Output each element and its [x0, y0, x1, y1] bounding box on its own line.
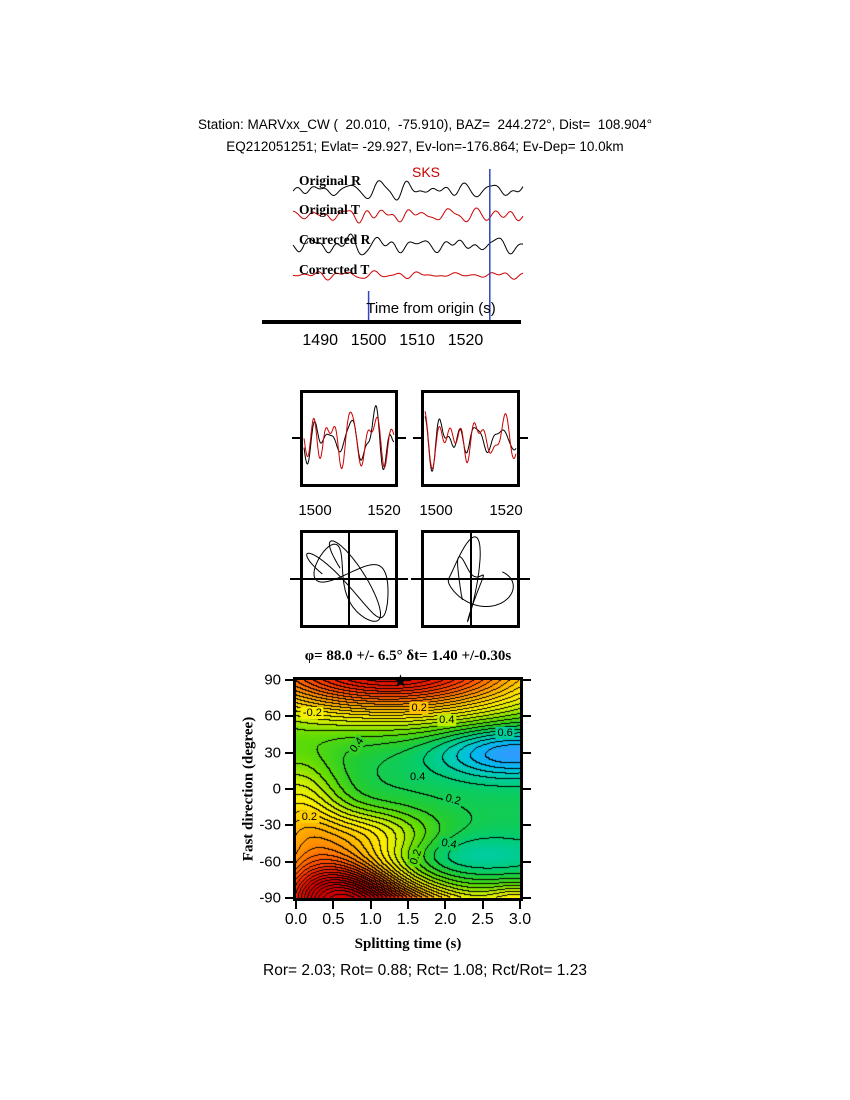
- zoom-tick-label: 1520: [489, 502, 523, 519]
- particle1-crosshair-v: [348, 533, 350, 625]
- event-header-line: EQ212051251; Evlat= -29.927, Ev-lon=-176…: [226, 139, 624, 154]
- trace-path: [424, 416, 517, 472]
- contour-ytick-left: [285, 860, 293, 863]
- contour-xtick: [481, 901, 484, 909]
- contour-ytick-right: [523, 897, 531, 899]
- contour-ytick-right: [523, 679, 531, 681]
- zoom2-left-tick: [413, 437, 421, 439]
- trace-path: [303, 405, 395, 471]
- contour-ytick-right: [523, 751, 531, 754]
- trace-label-corrected-t: Corrected T: [299, 262, 370, 277]
- trace-path: [292, 233, 524, 256]
- trace-label-corrected-r: Corrected R: [299, 232, 371, 247]
- contour-title: φ= 88.0 +/- 6.5° δt= 1.40 +/-0.30s: [304, 648, 512, 664]
- contour-ytick-label: -60: [259, 853, 281, 871]
- contour-ytick-label: -90: [259, 889, 281, 907]
- time-tick-label: 1500: [350, 332, 387, 349]
- zoom-plot-1: [303, 405, 395, 471]
- contour-level-label: 0.2: [409, 701, 429, 714]
- contour-ytick-right: [523, 715, 531, 718]
- contour-xtick-label: 1.0: [359, 911, 382, 928]
- zoom2-right-tick: [520, 437, 528, 439]
- contour-xtick: [444, 901, 447, 909]
- contour-ytick-right: [523, 860, 531, 863]
- contour-ytick-right: [523, 824, 531, 827]
- contour-ytick-left: [285, 824, 293, 827]
- trace-path: [306, 540, 389, 622]
- contour-xlabel: Splitting time (s): [354, 936, 462, 952]
- time-axis-title: Time from origin (s): [366, 300, 496, 317]
- contour-ytick-label: 60: [264, 707, 281, 725]
- contour-level-label: 0.4: [437, 714, 457, 726]
- contour-xtick-label: 0.5: [322, 911, 345, 928]
- contour-canvas: [296, 680, 520, 898]
- contour-ytick-left: [285, 751, 293, 754]
- time-tick-label: 1520: [447, 332, 484, 349]
- phase-label: SKS: [412, 164, 441, 180]
- contour-ytick-left: [285, 897, 293, 899]
- contour-ytick-left: [285, 715, 293, 718]
- contour-level-label: 0.6: [495, 727, 515, 740]
- trace-path: [292, 270, 524, 281]
- trace-path: [292, 180, 524, 201]
- trace-label-original-r: Original R: [299, 173, 361, 188]
- seismogram-plot: [292, 169, 524, 323]
- zoom1-right-tick: [398, 437, 406, 439]
- best-fit-star-icon: ★: [392, 672, 409, 692]
- trace-path: [303, 411, 395, 470]
- contour-xtick-label: 0.0: [284, 911, 308, 928]
- particle-plot-1: [306, 540, 389, 622]
- zoom-tick-label: 1500: [419, 502, 453, 519]
- trace-path: [424, 411, 517, 470]
- contour-xtick: [295, 901, 297, 909]
- contour-xtick: [519, 901, 521, 909]
- contour-xtick-label: 3.0: [508, 911, 532, 928]
- time-tick-label: 1510: [399, 332, 435, 349]
- contour-level-label: 0.2: [299, 810, 320, 823]
- time-axis-line: [262, 320, 521, 324]
- contour-xtick-label: 2.5: [471, 911, 494, 928]
- contour-ytick-label: -30: [259, 816, 281, 834]
- zoom1-left-tick: [292, 437, 300, 439]
- time-tick-label: 1490: [302, 332, 338, 349]
- contour-ylabel: Fast direction (degree): [240, 716, 257, 862]
- contour-xtick: [332, 901, 335, 909]
- contour-xtick: [369, 901, 372, 909]
- contour-ytick-label: 30: [264, 744, 281, 762]
- contour-ytick-right: [523, 788, 531, 790]
- zoom-panel-1: [300, 390, 398, 487]
- time-axis-tick-labels: 1490 1500 1510 1520: [262, 332, 530, 354]
- contour-level-label: 0.4: [408, 770, 428, 783]
- contour-ytick-label: 90: [264, 671, 281, 689]
- contour-xtick-label: 2.0: [434, 911, 457, 928]
- contour-ytick-left: [285, 679, 293, 681]
- zoom-plot-2: [424, 411, 517, 472]
- contour-xtick-label: 1.5: [396, 911, 420, 928]
- contour-ytick-label: 0: [272, 780, 281, 798]
- trace-label-original-t: Original T: [299, 202, 360, 217]
- results-line: Ror= 2.03; Rot= 0.88; Rct= 1.08; Rct/Rot…: [263, 962, 587, 979]
- contour-level-label: -0.2: [300, 706, 324, 719]
- contour-frame: [293, 677, 523, 901]
- station-header-line: Station: MARVxx_CW ( 20.010, -75.910), B…: [197, 117, 653, 132]
- zoom-tick-label: 1520: [367, 502, 401, 519]
- trace-path: [292, 207, 524, 224]
- particle2-crosshair-v: [470, 533, 472, 625]
- zoom-tick-label: 1500: [298, 502, 332, 519]
- contour-xtick: [407, 901, 409, 909]
- zoom-panel-2: [421, 390, 520, 487]
- contour-ytick-left: [285, 788, 293, 790]
